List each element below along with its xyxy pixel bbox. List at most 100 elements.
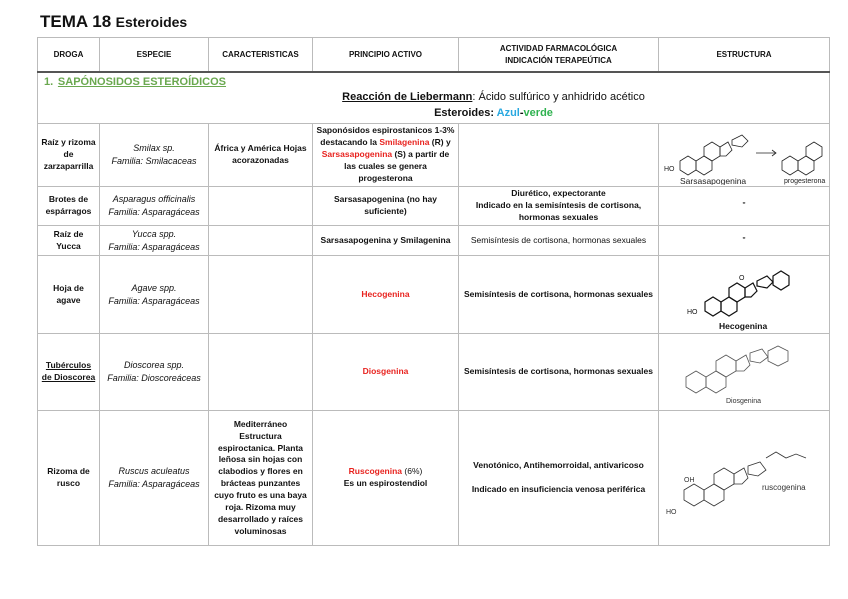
estructura-cell: HO Sarsasapogenina progesterona (658, 123, 830, 188)
actividad-cell: Semisíntesis de cortisona, hormonas sexu… (458, 333, 659, 412)
estructura-cell: HO O Hecogenina (658, 255, 830, 335)
col-especie: ESPECIE (99, 37, 209, 73)
principio-cell: Saponósidos espirostanicos 1-3% destacan… (312, 123, 459, 188)
familia: Familia: Dioscoreáceas (107, 373, 201, 384)
especie: Yucca spp. (131, 228, 177, 239)
especie-cell: Agave spp. Familia: Asparagáceas (99, 255, 209, 335)
indicacion: Indicado en insuficiencia venosa perifér… (471, 484, 646, 495)
especie: Smilax sp. (133, 143, 175, 154)
pa-text: Es un espirostendiol (343, 478, 428, 489)
steroids-line: Esteroides: Azul-verde (164, 106, 823, 121)
diosgenin-structure: Diosgenina (685, 345, 789, 405)
ho-label: HO (666, 509, 677, 516)
caracteristicas-cell (208, 333, 313, 412)
col-caracteristicas: CARACTERISTICAS (208, 37, 313, 73)
table-row: Rizoma de rusco Ruscus aculeatus Familia:… (37, 410, 830, 547)
familia: Familia: Smilacaceas (111, 156, 197, 167)
especie: Ruscus aculeatus (118, 466, 190, 477)
progesterona-label: progesterona (784, 178, 825, 185)
steroids-label: Esteroides: (434, 106, 497, 119)
droga-cell: Raíz y rizoma de zarzaparrilla (37, 123, 100, 188)
actividad-cell: Venotónico, Antihemorroidal, antivaricos… (458, 410, 659, 547)
familia: Familia: Asparagáceas (108, 241, 200, 252)
estructura-cell: Diosgenina (658, 333, 830, 412)
keto-label: O (739, 275, 745, 282)
hecogenina-label: Hecogenina (719, 321, 767, 331)
section-row: 1. SAPÓNOSIDOS ESTEROÍDICOS Reacción de … (37, 71, 830, 125)
droga-cell: Hoja de agave (37, 255, 100, 335)
reaction-text: : Ácido sulfúrico y anhidrido acético (472, 91, 645, 104)
section-header: 1. SAPÓNOSIDOS ESTEROÍDICOS Reacción de … (37, 71, 830, 125)
caracteristicas-cell: Mediterráneo Estructura espiroctanica. P… (208, 410, 313, 547)
caracteristicas-cell (208, 186, 313, 227)
verde-text: verde (523, 106, 553, 119)
title-main: TEMA 18 (40, 12, 112, 31)
familia: Familia: Asparagáceas (108, 479, 200, 490)
pa-text: (R) y (429, 137, 451, 148)
ruscogenin-structure: HO OH ruscogenina (666, 451, 807, 516)
page-title: TEMA 18 Esteroides (40, 12, 187, 32)
ho-label: HO (664, 166, 675, 173)
especie-cell: Ruscus aculeatus Familia: Asparagáceas (99, 410, 209, 547)
droga-cell: Rizoma de rusco (37, 410, 100, 547)
oh-label: OH (684, 477, 695, 484)
actividad-cell (458, 123, 659, 188)
actividad: Venotónico, Antihemorroidal, antivaricos… (473, 460, 644, 471)
ruscogenina-label: ruscogenina (762, 483, 806, 492)
col-actividad: ACTIVIDAD FARMACOLÓGICA INDICACIÓN TERAPE… (458, 37, 659, 73)
ruscogenina: Ruscogenina (348, 466, 403, 477)
smilagenina: Smilagenina (379, 137, 430, 148)
diosgenina-label: Diosgenina (726, 398, 761, 405)
principio-cell: Hecogenina (312, 255, 459, 335)
col-droga: DROGA (37, 37, 100, 73)
sarsasapogenina-label: Sarsasapogenina (680, 176, 746, 185)
ho-label: HO (687, 309, 698, 316)
actividad-cell: Semisíntesis de cortisona, hormonas sexu… (458, 225, 659, 257)
table-row: Brotes de espárragos Asparagus officinal… (37, 186, 830, 227)
principio-cell: Ruscogenina (6%) Es un espirostendiol (312, 410, 459, 547)
caracteristicas-cell: África y América Hojas acorazonadas (208, 123, 313, 188)
hecogenin-structure: HO O Hecogenina (687, 269, 790, 331)
caracteristicas-cell (208, 225, 313, 257)
especie: Asparagus officinalis (112, 194, 196, 205)
sarsasapogenina: Sarsasapogenina (321, 149, 393, 160)
sarsasapogenin-to-progesterone-structure: HO Sarsasapogenina progesterona (664, 134, 825, 185)
especie-cell: Dioscorea spp. Familia: Dioscoreáceas (99, 333, 209, 412)
section-heading: SAPÓNOSIDOS ESTEROÍDICOS (57, 76, 227, 88)
especie-cell: Asparagus officinalis Familia: Asparagáce… (99, 186, 209, 227)
pa-text: (S) a partir de las cuales se genera pro… (344, 149, 450, 183)
actividad: Diurético, expectorante (511, 188, 606, 199)
section-number: 1. (44, 76, 54, 88)
familia: Familia: Asparagáceas (108, 295, 200, 306)
azul-text: Azul (496, 106, 520, 119)
dash: - (519, 106, 524, 119)
col-principio-activo: PRINCIPIO ACTIVO (312, 37, 459, 73)
title-sub: Esteroides (115, 14, 188, 30)
especie: Agave spp. (131, 282, 177, 293)
indicacion: Indicado en la semisíntesis de cortisona… (475, 200, 642, 223)
header-row: DROGA ESPECIE CARACTERISTICAS PRINCIPIO … (37, 37, 830, 73)
familia: Familia: Asparagáceas (108, 207, 200, 218)
pa-text: Saponósidos espirostanicos 1-3% destacan… (316, 125, 455, 148)
droga-cell: Tubérculos de Dioscorea (37, 333, 100, 412)
estructura-cell: " (658, 225, 830, 257)
table-row: Hoja de agave Agave spp. Familia: Asparag… (37, 255, 830, 335)
actividad-header: ACTIVIDAD FARMACOLÓGICA (499, 44, 618, 54)
caracteristicas-cell (208, 255, 313, 335)
especie-cell: Smilax sp. Familia: Smilacaceas (99, 123, 209, 188)
actividad-cell: Semisíntesis de cortisona, hormonas sexu… (458, 255, 659, 335)
steroids-table: DROGA ESPECIE CARACTERISTICAS PRINCIPIO … (37, 37, 830, 547)
droga-cell: Brotes de espárragos (37, 186, 100, 227)
table-row: Raíz de Yucca Yucca spp. Familia: Asparag… (37, 225, 830, 257)
indicacion-header: INDICACIÓN TERAPEÚTICA (505, 55, 612, 65)
actividad-cell: Diurético, expectorante Indicado en la se… (458, 186, 659, 227)
col-estructura: ESTRUCTURA (658, 37, 830, 73)
especie-cell: Yucca spp. Familia: Asparagáceas (99, 225, 209, 257)
estructura-cell: HO OH ruscogenina (658, 410, 830, 547)
principio-cell: Diosgenina (312, 333, 459, 412)
table-row: Tubérculos de Dioscorea Dioscorea spp. Fa… (37, 333, 830, 412)
reaction-line: Reacción de Liebermann: Ácido sulfúrico … (164, 90, 823, 105)
droga-cell: Raíz de Yucca (37, 225, 100, 257)
principio-cell: Sarsasapogenina (no hay suficiente) (312, 186, 459, 227)
pa-pct: (6%) (402, 466, 423, 477)
